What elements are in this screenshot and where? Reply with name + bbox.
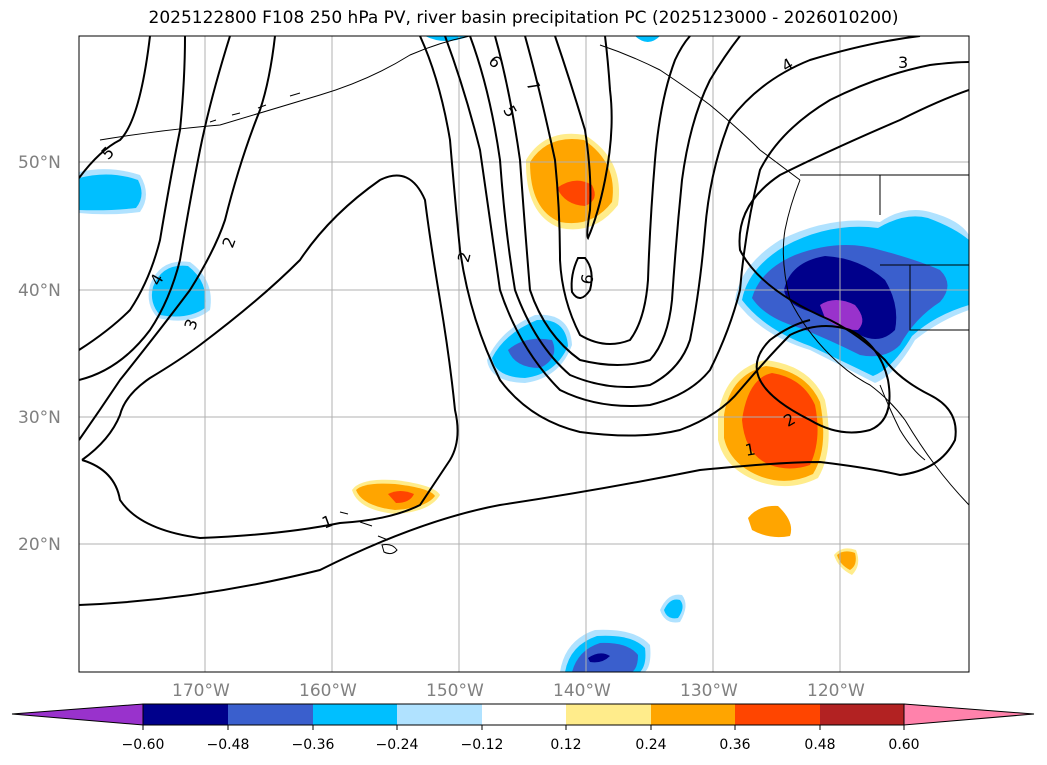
colorbar-frame <box>142 703 905 726</box>
pv-contour-1b <box>81 174 459 540</box>
plot-frame <box>78 35 970 673</box>
lon-label: 150°W <box>426 681 484 701</box>
negative-anomaly-region <box>588 653 610 663</box>
contour-label: 2 <box>454 250 475 265</box>
colorbar-tick-label: 0.48 <box>804 737 835 753</box>
colorbar-segment <box>820 704 904 725</box>
colorbar-segment <box>566 704 651 725</box>
colorbar-segment <box>228 704 313 725</box>
alaska-panhandle <box>599 44 801 181</box>
colorbar-segment <box>651 704 735 725</box>
colorbar-tick-label: −0.24 <box>376 737 419 753</box>
pv-contour-5b <box>494 36 741 366</box>
pv-contour-3b <box>444 36 969 407</box>
longitude-labels: 170°W 160°W 150°W 140°W 130°W 120°W <box>172 681 865 701</box>
contour-label: 1 <box>744 439 757 459</box>
aleutian-islands <box>209 92 301 123</box>
colorbar-tick-label: 0.24 <box>635 737 666 753</box>
pv-contour-1 <box>79 89 969 606</box>
pv-contour-2b <box>419 36 891 437</box>
lat-label: 20°N <box>18 535 61 555</box>
negative-anomaly-region <box>79 174 142 211</box>
contour-label: 6 <box>577 272 597 285</box>
colorbar-segment <box>143 704 228 725</box>
pv-contour-4b <box>469 36 921 389</box>
map-title: 2025122800 F108 250 hPa PV, river basin … <box>148 8 899 28</box>
colorbar-tick-label: −0.36 <box>292 737 335 753</box>
graticule <box>79 36 969 672</box>
baja-california <box>879 384 926 461</box>
colorbar-tick-label: 0.36 <box>719 737 750 753</box>
colorbar-segment <box>735 704 820 725</box>
negative-anomaly-region <box>635 36 660 42</box>
lat-label: 40°N <box>18 281 61 301</box>
colorbar-extend-high <box>903 703 1035 726</box>
colorbar-segment <box>482 704 566 725</box>
colorbar-tick-label: −0.12 <box>461 737 504 753</box>
colorbar-tick-label: −0.48 <box>207 737 250 753</box>
lon-label: 140°W <box>553 681 611 701</box>
pv-contour-7 <box>554 36 613 241</box>
colorbar: −0.60 −0.48 −0.36 −0.24 −0.12 0.12 0.24 … <box>11 703 1035 753</box>
pv-contour-6 <box>524 36 691 345</box>
pv-contours <box>79 36 969 606</box>
lon-label: 160°W <box>299 681 357 701</box>
pv-contour-3 <box>79 36 231 381</box>
negative-anomaly-region <box>820 300 863 330</box>
lon-label: 130°W <box>680 681 738 701</box>
colorbar-tick-label: −0.60 <box>122 737 165 753</box>
coastlines <box>99 36 969 555</box>
lon-label: 170°W <box>172 681 230 701</box>
pv-contour-5 <box>79 36 151 179</box>
pv-contour-2 <box>79 36 276 441</box>
positive-anomaly-region <box>530 138 613 224</box>
lon-label: 120°W <box>807 681 865 701</box>
lat-label: 30°N <box>18 408 61 428</box>
latitude-labels: 50°N 40°N 30°N 20°N <box>18 153 61 555</box>
negative-anomaly-region <box>664 599 683 619</box>
hawaii <box>339 511 398 555</box>
shading-layer <box>79 36 969 672</box>
lat-label: 50°N <box>18 153 61 173</box>
colorbar-tick-label: 0.12 <box>550 737 581 753</box>
colorbar-tick-label: 0.60 <box>888 737 919 753</box>
pv-contour-4 <box>79 36 186 351</box>
alaska-coast <box>99 36 471 141</box>
colorbar-segment <box>397 704 482 725</box>
us-state-borders <box>879 175 969 331</box>
positive-anomaly-region <box>388 491 414 503</box>
positive-anomaly-region <box>837 551 856 570</box>
positive-anomaly-region <box>742 373 818 469</box>
colorbar-segment <box>313 704 397 725</box>
positive-anomaly-region <box>557 180 595 206</box>
north-america-west-coast <box>782 179 969 506</box>
positive-anomaly-region <box>748 505 792 538</box>
pv-contour-6b <box>570 257 593 299</box>
contour-label: 3 <box>898 53 908 72</box>
colorbar-extend-low <box>11 703 144 726</box>
plot-area: 5 4 3 2 6 7 5 2 6 4 3 2 1 1 <box>79 36 969 672</box>
